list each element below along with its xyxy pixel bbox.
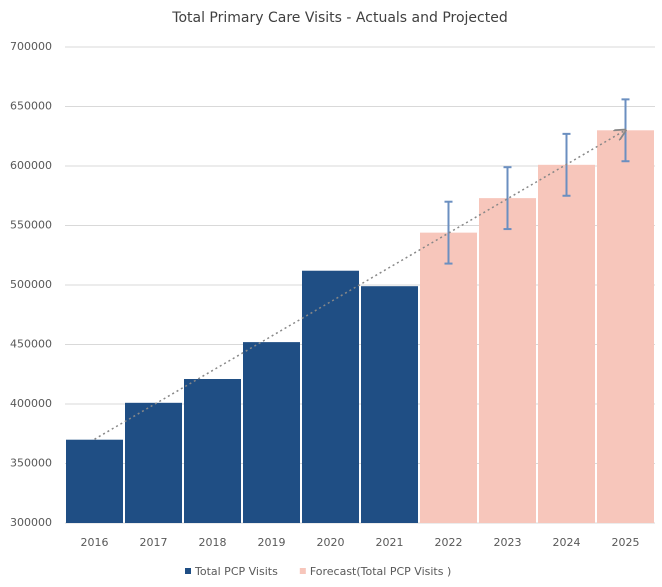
bar bbox=[302, 270, 359, 523]
bar bbox=[125, 402, 182, 523]
x-tick-label: 2023 bbox=[494, 536, 522, 549]
bar bbox=[243, 342, 300, 523]
bar bbox=[361, 286, 418, 523]
bar bbox=[420, 232, 477, 523]
bar bbox=[538, 164, 595, 523]
bar bbox=[479, 198, 536, 523]
legend-swatch bbox=[185, 568, 191, 574]
y-tick-label: 600000 bbox=[10, 159, 52, 172]
bar bbox=[597, 130, 654, 524]
bar bbox=[66, 439, 123, 523]
x-tick-label: 2025 bbox=[612, 536, 640, 549]
x-tick-label: 2019 bbox=[258, 536, 286, 549]
y-tick-label: 350000 bbox=[10, 457, 52, 470]
y-tick-label: 500000 bbox=[10, 278, 52, 291]
y-tick-label: 450000 bbox=[10, 338, 52, 351]
y-tick-label: 650000 bbox=[10, 100, 52, 113]
y-tick-label: 550000 bbox=[10, 219, 52, 232]
legend-label: Forecast(Total PCP Visits ) bbox=[310, 565, 451, 578]
x-tick-label: 2024 bbox=[553, 536, 581, 549]
chart-title: Total Primary Care Visits - Actuals and … bbox=[171, 10, 507, 26]
x-tick-label: 2016 bbox=[81, 536, 109, 549]
x-tick-label: 2018 bbox=[199, 536, 227, 549]
x-tick-label: 2020 bbox=[317, 536, 345, 549]
x-tick-label: 2022 bbox=[435, 536, 463, 549]
bar bbox=[184, 379, 241, 523]
legend-swatch bbox=[299, 568, 306, 574]
y-tick-label: 400000 bbox=[10, 397, 52, 410]
error-bar bbox=[503, 166, 512, 231]
legend-label: Total PCP Visits bbox=[194, 565, 278, 578]
x-tick-label: 2021 bbox=[376, 536, 404, 549]
x-tick-label: 2017 bbox=[140, 536, 168, 549]
error-bar bbox=[444, 200, 453, 265]
y-tick-label: 300000 bbox=[10, 516, 52, 529]
y-tick-label: 700000 bbox=[10, 40, 52, 53]
